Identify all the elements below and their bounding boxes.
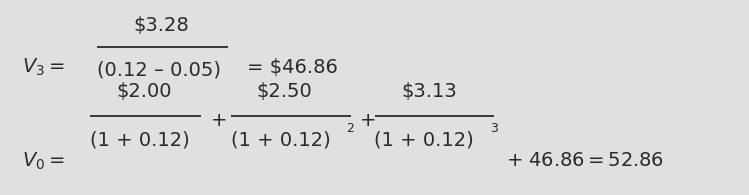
Text: +: + <box>211 111 228 130</box>
Text: $2.00: $2.00 <box>116 82 172 101</box>
Text: $3.13: $3.13 <box>401 82 457 101</box>
Text: + $46.86 = $52.86: + $46.86 = $52.86 <box>506 151 664 170</box>
Text: = $46.86: = $46.86 <box>247 58 338 77</box>
Text: (1 + 0.12): (1 + 0.12) <box>231 131 330 150</box>
Text: $3.28: $3.28 <box>133 16 189 35</box>
Text: $2.50: $2.50 <box>257 82 312 101</box>
Text: $V_3 =$: $V_3 =$ <box>22 57 65 78</box>
Text: 2: 2 <box>346 121 354 135</box>
Text: 3: 3 <box>490 121 498 135</box>
Text: +: + <box>360 111 376 130</box>
Text: (1 + 0.12): (1 + 0.12) <box>90 131 189 150</box>
Text: (0.12 – 0.05): (0.12 – 0.05) <box>97 61 222 80</box>
Text: (1 + 0.12): (1 + 0.12) <box>374 131 474 150</box>
Text: $V_0 =$: $V_0 =$ <box>22 150 65 172</box>
